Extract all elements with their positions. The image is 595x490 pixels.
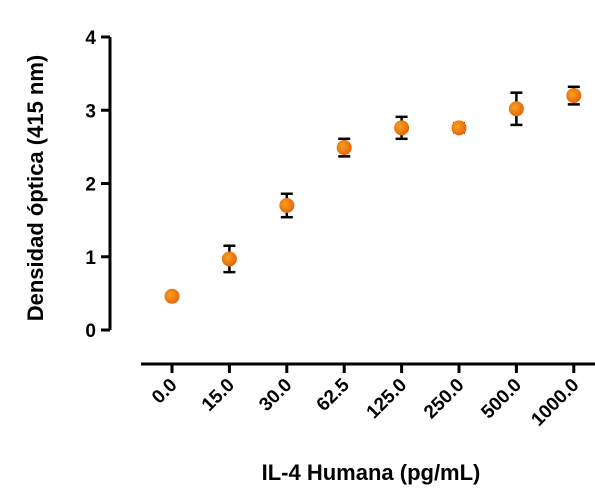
x-tick-label: 62.5 [313,374,354,415]
y-tick-label: 1 [85,248,96,269]
data-points [164,85,582,304]
x-axis: 0.0 15.0 30.0 62.5 125.0 250.0 500.0 1000.0 [141,362,595,431]
y-axis-title: Densidad óptica (415 nm) [23,55,48,322]
y-tick-label: 0 [85,321,96,342]
x-tick-label: 15.0 [198,375,239,416]
x-axis-title: IL-4 Humana (pg/mL) [262,460,481,485]
x-tick-label: 500.0 [477,375,525,423]
y-tick-label: 2 [85,175,96,196]
x-tick-label: 1000.0 [527,375,583,431]
x-tick-label: 125.0 [363,375,411,423]
data-point [279,197,295,213]
y-tick-label: 4 [85,28,96,49]
y-axis: 0 1 2 3 4 [85,28,112,342]
data-point [566,88,582,104]
x-tick-label: 0.0 [148,375,182,409]
data-point [221,251,237,267]
data-point [336,140,352,156]
data-point [451,120,467,136]
y-tick-label: 3 [85,101,96,122]
x-tick-label: 30.0 [255,375,296,416]
data-point [164,288,180,304]
data-point [394,120,410,136]
data-point [508,101,524,117]
x-tick-label: 250.0 [420,375,468,423]
